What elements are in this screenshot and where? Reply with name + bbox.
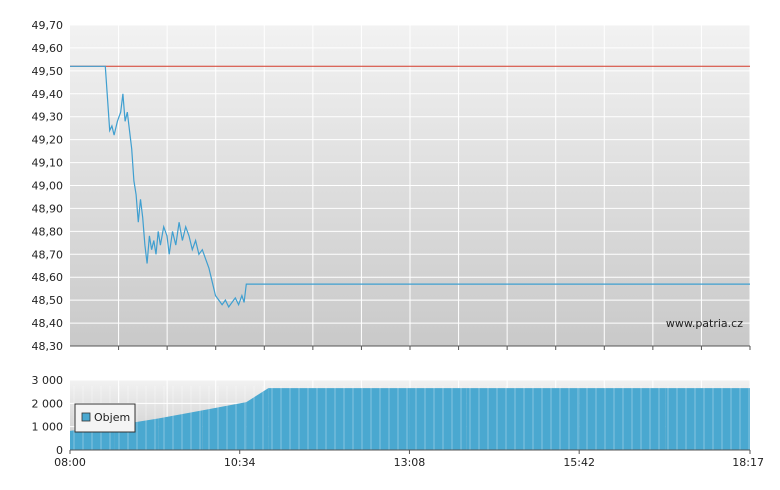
price-y-tick-label: 49,30 — [32, 111, 64, 124]
volume-x-tick-label: 13:08 — [394, 456, 426, 469]
volume-y-axis: 0 1 000 2 000 3 000 — [32, 374, 64, 457]
price-y-axis: 48,30 48,40 48,50 48,60 48,70 48,80 48,90 49,00… — [32, 19, 64, 353]
price-chart-panel: 48,30 48,40 48,50 48,60 48,70 48,80 48,90 49,00… — [32, 19, 751, 353]
volume-legend: Objem — [74, 403, 136, 433]
volume-bar — [466, 388, 580, 450]
legend-label: Objem — [94, 411, 130, 424]
price-y-tick-label: 48,60 — [32, 271, 64, 284]
volume-chart-panel: 0 1 000 2 000 3 000 08:00 10:34 13:08 15:42 18:… — [32, 374, 765, 469]
price-x-ticks — [118, 346, 751, 350]
price-y-tick-label: 49,50 — [32, 65, 64, 78]
volume-bar — [579, 388, 666, 450]
volume-x-tick-label: 15:42 — [563, 456, 595, 469]
volume-x-tick-label: 10:34 — [224, 456, 256, 469]
volume-bar — [409, 388, 467, 450]
volume-bars — [70, 386, 750, 450]
price-y-tick-label: 49,40 — [32, 88, 64, 101]
price-series-line — [70, 65, 750, 309]
price-y-tick-label: 49,60 — [32, 42, 64, 55]
volume-x-tick-label: 08:00 — [54, 456, 86, 469]
price-y-tick-label: 49,00 — [32, 180, 64, 193]
price-y-tick-label: 49,20 — [32, 134, 64, 147]
price-y-tick-label: 48,40 — [32, 317, 64, 330]
volume-x-tick-label: 18:17 — [732, 456, 764, 469]
price-grid — [70, 24, 751, 347]
legend-swatch — [81, 412, 91, 422]
watermark-text: www.patria.cz — [666, 317, 743, 330]
volume-y-tick-label: 0 — [56, 444, 63, 457]
price-y-tick-label: 48,70 — [32, 248, 64, 261]
price-y-tick-label: 48,50 — [32, 294, 64, 307]
volume-y-tick-label: 1 000 — [32, 421, 64, 434]
price-y-tick-label: 48,90 — [32, 202, 64, 215]
volume-bar — [665, 388, 750, 450]
price-y-tick-label: 49,70 — [32, 19, 64, 32]
price-y-tick-label: 48,80 — [32, 225, 64, 238]
volume-x-axis: 08:00 10:34 13:08 15:42 18:17 — [54, 450, 764, 469]
volume-bar — [202, 402, 247, 450]
price-y-tick-label: 48,30 — [32, 340, 64, 353]
volume-y-tick-label: 3 000 — [32, 374, 64, 387]
volume-y-tick-label: 2 000 — [32, 397, 64, 410]
price-y-tick-label: 49,10 — [32, 157, 64, 170]
volume-bar — [268, 388, 335, 450]
